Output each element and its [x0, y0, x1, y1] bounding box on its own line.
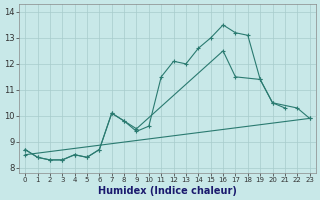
X-axis label: Humidex (Indice chaleur): Humidex (Indice chaleur) [98, 186, 237, 196]
